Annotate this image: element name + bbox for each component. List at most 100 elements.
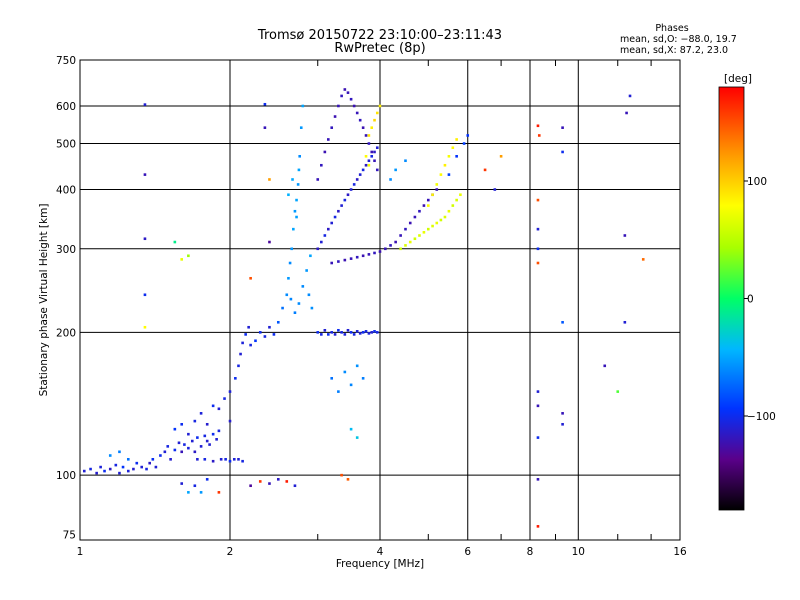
data-point <box>305 269 308 272</box>
data-point <box>536 404 540 408</box>
chart-title-line2: RwPretec (8p) <box>334 41 425 56</box>
data-point <box>193 450 197 454</box>
data-point <box>399 234 402 237</box>
data-point <box>455 198 458 202</box>
data-point <box>375 111 379 115</box>
data-point <box>320 240 323 244</box>
data-point <box>148 461 152 465</box>
data-point <box>413 215 417 219</box>
x-tick-label: 10 <box>572 546 585 558</box>
data-point <box>343 370 347 374</box>
colorbar-tick-label: 0 <box>747 294 754 306</box>
data-point <box>623 234 627 237</box>
data-point <box>196 436 199 439</box>
data-point <box>358 173 362 176</box>
data-point <box>404 227 407 231</box>
data-point <box>327 138 330 141</box>
data-point <box>268 482 271 485</box>
data-point <box>237 364 240 368</box>
data-point <box>82 469 86 473</box>
data-point <box>455 154 458 158</box>
data-point <box>180 258 184 261</box>
data-point <box>297 302 301 305</box>
data-point <box>404 159 407 163</box>
data-point <box>337 209 340 213</box>
x-tick-label: 4 <box>377 546 384 558</box>
data-point <box>234 377 237 380</box>
data-point <box>126 469 130 473</box>
data-point <box>330 126 334 129</box>
data-point <box>285 293 289 297</box>
data-point <box>422 231 426 234</box>
data-point <box>364 154 368 158</box>
data-point <box>603 364 607 368</box>
x-tick-label: 16 <box>673 546 687 558</box>
data-point <box>561 412 564 415</box>
data-point <box>364 163 368 167</box>
data-point <box>370 154 374 158</box>
data-point <box>187 446 190 450</box>
data-point <box>536 198 540 202</box>
data-point <box>187 432 190 436</box>
data-point <box>370 150 374 154</box>
data-point <box>384 247 387 251</box>
data-point <box>373 330 376 333</box>
data-point <box>536 478 540 481</box>
data-point <box>364 330 368 333</box>
data-point <box>370 126 374 129</box>
data-point <box>375 146 379 150</box>
data-point <box>340 473 343 477</box>
data-point <box>258 331 262 334</box>
data-point <box>361 331 365 334</box>
data-point <box>330 221 334 225</box>
data-point <box>349 331 353 334</box>
data-point <box>536 247 540 251</box>
data-point <box>143 237 147 241</box>
data-point <box>203 457 207 461</box>
data-point <box>323 234 327 237</box>
data-point <box>327 227 330 231</box>
data-point <box>268 178 271 181</box>
data-point <box>435 183 439 186</box>
data-points <box>82 88 645 528</box>
data-point <box>183 443 186 446</box>
data-point <box>561 422 564 426</box>
data-point <box>254 339 257 343</box>
data-point <box>215 438 218 441</box>
y-tick-label: 300 <box>56 244 76 256</box>
data-point <box>459 193 462 197</box>
data-point <box>166 445 170 448</box>
data-point <box>287 193 290 197</box>
data-point <box>114 463 118 467</box>
data-point <box>180 450 184 454</box>
grid-lines <box>80 60 680 540</box>
data-point <box>239 352 242 356</box>
data-point <box>249 484 252 488</box>
data-point <box>389 178 392 181</box>
data-point <box>375 168 379 172</box>
data-point <box>199 412 203 415</box>
data-point <box>628 94 632 98</box>
data-point <box>333 215 337 219</box>
stats-line-x: mean, sd,X: 87.2, 23.0 <box>620 45 728 56</box>
data-point <box>140 465 144 469</box>
data-point <box>276 478 280 481</box>
data-point <box>462 142 466 145</box>
data-point <box>217 491 221 494</box>
data-point <box>203 434 207 438</box>
data-point <box>177 441 181 445</box>
data-point <box>349 257 353 260</box>
data-point <box>121 465 125 469</box>
data-point <box>337 328 340 332</box>
data-point <box>224 457 227 461</box>
data-point <box>268 325 271 329</box>
data-point <box>346 328 350 332</box>
data-point <box>309 254 312 258</box>
data-point <box>408 240 412 244</box>
data-point <box>367 142 371 145</box>
data-point <box>343 333 347 336</box>
data-point <box>199 491 203 494</box>
data-point <box>190 439 194 443</box>
x-tick-label: 8 <box>527 546 534 558</box>
data-point <box>343 258 347 262</box>
